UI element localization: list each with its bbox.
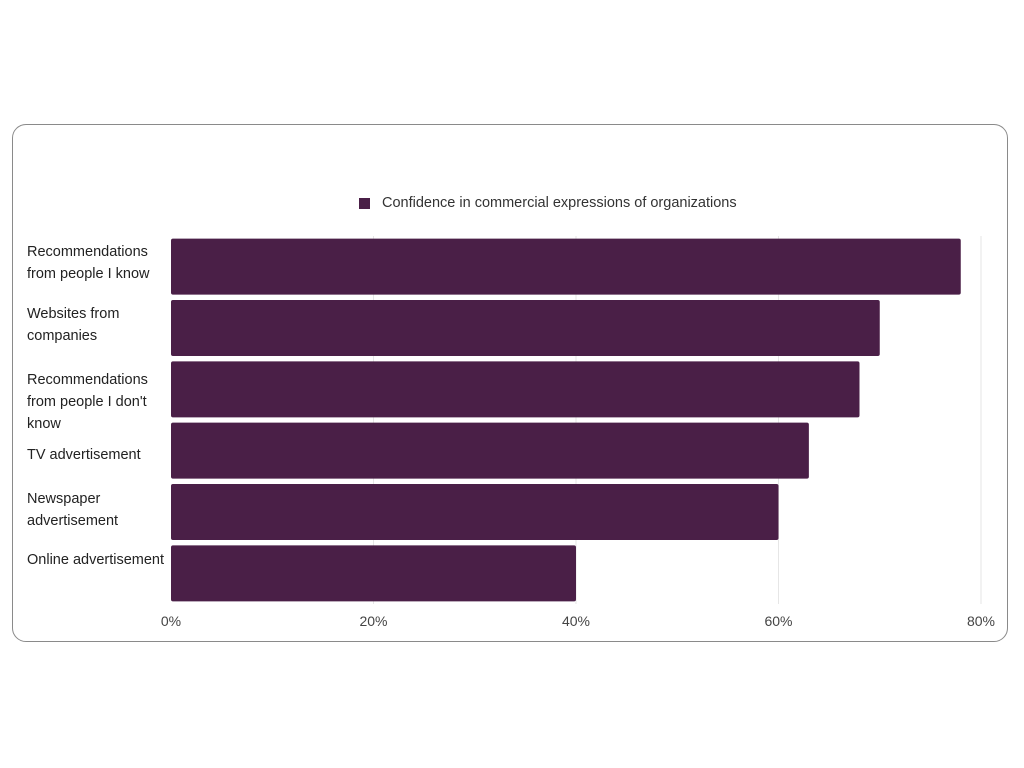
bar [171, 484, 779, 540]
legend-label: Confidence in commercial expressions of … [382, 195, 737, 211]
x-tick-label: 0% [161, 613, 181, 629]
x-tick-label: 40% [562, 613, 590, 629]
legend: Confidence in commercial expressions of … [359, 194, 737, 212]
x-tick-label: 20% [359, 613, 387, 629]
bar [171, 238, 961, 295]
x-tick-label: 80% [967, 613, 995, 629]
bar [171, 361, 860, 418]
category-label: Recommendations from people I know [27, 244, 150, 282]
x-tick-label: 60% [764, 613, 792, 629]
category-label: Websites from companies [27, 306, 120, 344]
bar [171, 545, 576, 602]
bar [171, 422, 809, 479]
category-label: Newspaper advertisement [27, 491, 119, 529]
category-label: TV advertisement [27, 447, 141, 463]
legend-swatch [359, 197, 370, 209]
bar [171, 300, 880, 356]
category-label: Online advertisement [27, 552, 165, 568]
category-label: Recommendations from people I don't know [27, 372, 148, 432]
